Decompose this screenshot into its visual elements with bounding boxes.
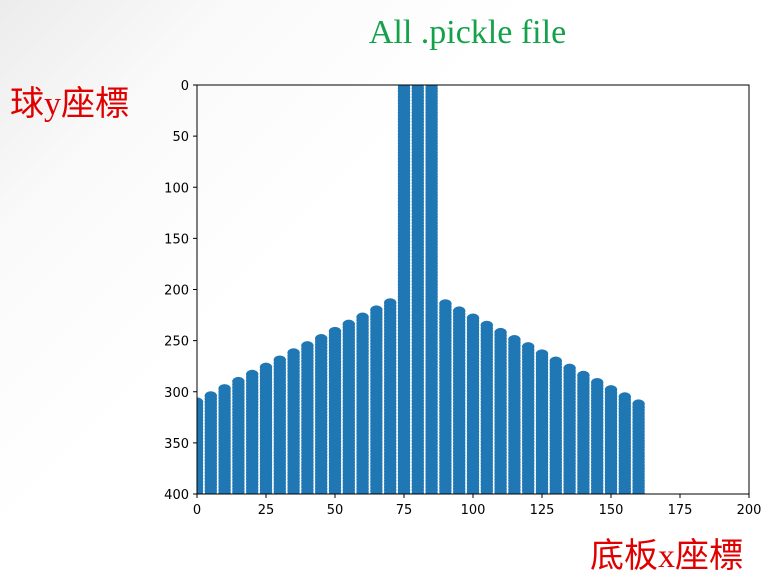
point-column <box>535 349 549 494</box>
y-tick-label: 100 <box>164 181 189 196</box>
point-column <box>494 327 507 494</box>
y-tick-label: 200 <box>164 284 189 299</box>
data-point <box>356 487 369 494</box>
point-column <box>273 355 286 494</box>
data-point <box>315 487 328 494</box>
data-point <box>246 489 259 494</box>
point-column <box>577 370 590 494</box>
data-point <box>197 489 204 494</box>
data-point <box>425 488 438 494</box>
x-tick-label: 175 <box>668 503 693 518</box>
point-column <box>466 313 480 494</box>
data-point <box>508 488 521 494</box>
y-axis-label: 球y座標 <box>10 86 129 123</box>
point-column <box>315 333 328 494</box>
data-point <box>618 487 631 494</box>
y-tick-label: 150 <box>164 232 189 247</box>
point-column <box>563 363 576 494</box>
point-column <box>197 397 204 494</box>
point-column <box>342 319 355 494</box>
data-point <box>604 489 618 494</box>
x-tick-label: 200 <box>737 503 762 518</box>
data-point <box>328 489 342 494</box>
data-point <box>384 488 397 494</box>
axis-ticks: 0 25 50 75 100 125 150 175 200 0 50 100 150 200 250 300… <box>164 79 761 518</box>
x-axis-label: 底板x座標 <box>590 538 743 575</box>
data-point <box>453 487 466 494</box>
point-column <box>522 342 535 494</box>
point-column <box>232 376 245 494</box>
data-point <box>342 488 355 494</box>
y-tick-label: 250 <box>164 335 189 350</box>
point-column <box>301 341 314 494</box>
data-point <box>439 489 452 494</box>
point-column <box>480 320 493 494</box>
data-point <box>287 489 300 494</box>
data-point <box>232 487 245 494</box>
point-column <box>439 299 452 494</box>
data-point <box>273 487 286 494</box>
point-column <box>604 385 618 494</box>
data-point <box>466 488 480 494</box>
data-point <box>218 488 231 494</box>
x-tick-label: 75 <box>396 503 413 518</box>
data-point <box>397 488 411 494</box>
chart-title: All .pickle file <box>368 14 567 51</box>
point-column <box>591 377 604 494</box>
y-tick-label: 400 <box>164 488 189 503</box>
data-point <box>480 489 493 494</box>
point-column <box>259 362 273 494</box>
data-point <box>411 488 424 494</box>
x-tick-label: 150 <box>599 503 624 518</box>
point-column <box>328 326 342 494</box>
data-point <box>259 488 273 494</box>
point-column <box>618 392 631 494</box>
point-column <box>287 348 300 494</box>
point-column <box>384 298 397 494</box>
data-point <box>494 487 507 494</box>
x-tick-label: 25 <box>258 503 275 518</box>
point-column <box>397 85 411 494</box>
point-column <box>356 312 369 494</box>
data-point <box>522 489 535 494</box>
point-column <box>246 369 259 494</box>
x-tick-label: 0 <box>193 503 201 518</box>
point-column <box>508 335 521 494</box>
point-column <box>549 356 562 494</box>
point-column <box>453 306 466 494</box>
point-column <box>411 85 424 494</box>
point-column <box>204 391 217 494</box>
data-points <box>197 85 645 494</box>
x-tick-label: 125 <box>530 503 555 518</box>
x-tick-label: 50 <box>327 503 344 518</box>
data-point <box>301 488 314 494</box>
point-column <box>370 305 383 494</box>
point-column <box>425 85 438 494</box>
x-tick-label: 100 <box>461 503 486 518</box>
data-point <box>577 487 590 494</box>
data-point <box>370 489 383 494</box>
data-point <box>549 488 562 494</box>
data-point <box>632 488 645 494</box>
y-tick-label: 0 <box>181 79 189 94</box>
data-point <box>563 489 576 494</box>
y-tick-label: 350 <box>164 437 189 452</box>
point-column <box>632 399 645 494</box>
point-column <box>218 384 231 494</box>
y-tick-label: 300 <box>164 386 189 401</box>
y-tick-label: 50 <box>172 130 189 145</box>
data-point <box>535 487 549 494</box>
data-point <box>204 489 217 494</box>
data-point <box>591 488 604 494</box>
